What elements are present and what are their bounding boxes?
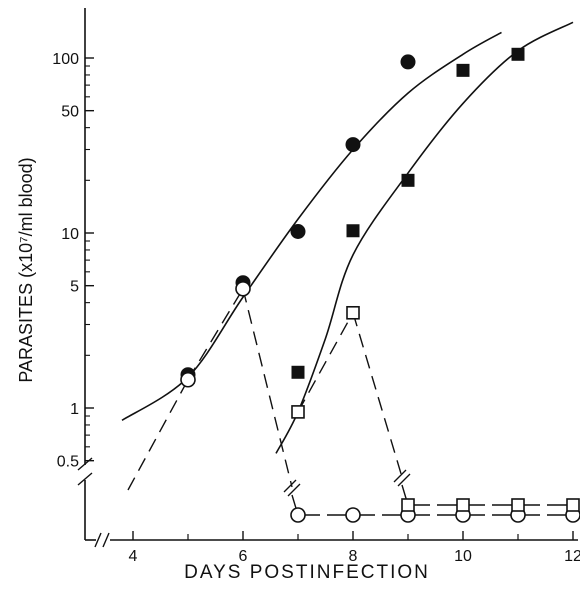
open-square-marker (291, 405, 305, 419)
filled-square-marker (511, 47, 525, 61)
y-axis-label: PARASITES (x10⁷/ml blood) (16, 157, 36, 382)
filled-square-marker (456, 63, 470, 77)
dashed-series-line (242, 288, 293, 488)
y-tick-label: 50 (61, 104, 79, 121)
series-break-mark (283, 479, 297, 493)
x-tick-label: 6 (239, 548, 248, 565)
fitted-curves (121, 21, 574, 454)
open-square-marker (456, 498, 470, 512)
x-tick-label: 4 (129, 548, 138, 565)
y-axis-break-mark (77, 472, 93, 486)
series-break-mark (397, 473, 411, 487)
filled-square-marker (291, 365, 305, 379)
y-tick-label: 100 (52, 51, 79, 68)
open-square-marker (346, 305, 360, 320)
filled-circle-marker (400, 54, 416, 70)
open-circle-marker (290, 507, 306, 523)
dashed-series-line (352, 312, 403, 478)
dashed-series-line (297, 312, 354, 413)
dashed-series-lines (127, 288, 573, 516)
open-square-marker (566, 498, 580, 512)
open-square-marker (511, 498, 525, 512)
x-tick-label: 8 (349, 548, 358, 565)
filled-circle-marker (345, 137, 361, 153)
x-tick-label: 10 (454, 548, 472, 565)
data-markers (180, 47, 580, 523)
fitted-curve (275, 21, 574, 454)
series-break-mark (287, 483, 301, 497)
filled-square-marker (401, 173, 415, 187)
y-tick-label: 10 (61, 226, 79, 243)
series-break-mark (393, 469, 407, 483)
x-axis-break-mark (102, 532, 110, 548)
x-tick-label: 12 (564, 548, 580, 565)
dashed-series-line (187, 288, 244, 381)
dashed-series-line (127, 379, 189, 491)
open-circle-marker (180, 371, 196, 388)
axis-ticks: 4 6 8 10 12 100 50 10 5 1 0.5 (52, 51, 580, 565)
x-axis-label: DAYS POSTINFECTION (184, 562, 430, 583)
x-axis-break-mark (94, 532, 102, 548)
open-circle-marker (235, 280, 251, 297)
y-tick-label: 0.5 (57, 454, 79, 471)
y-tick-label: 5 (70, 279, 79, 296)
plot-frame (77, 8, 578, 548)
filled-square-marker (346, 224, 360, 238)
open-square-marker (401, 498, 415, 512)
y-tick-label: 1 (70, 401, 79, 418)
filled-circle-marker (290, 223, 306, 239)
open-circle-marker (345, 507, 361, 523)
fitted-curve (121, 31, 502, 422)
